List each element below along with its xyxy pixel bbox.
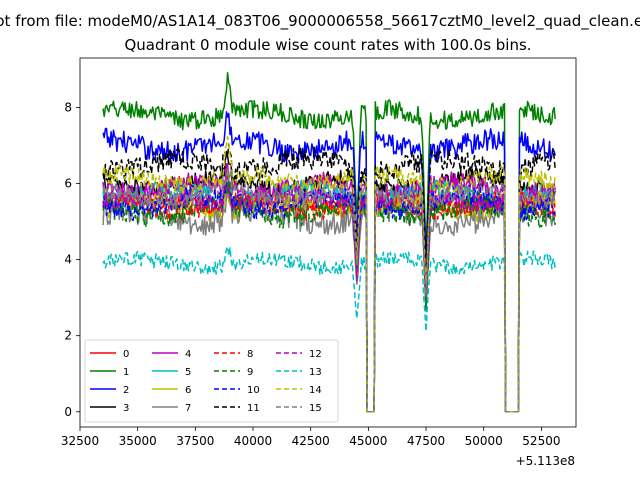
plot-series-group: [102, 72, 556, 413]
y-tick-label: 8: [64, 100, 72, 114]
x-tick-label: 50000: [465, 434, 503, 448]
series-line-10: [102, 181, 556, 413]
x-tick-label: 42500: [292, 434, 330, 448]
series-line-12: [102, 181, 556, 413]
x-tick-label: 52500: [522, 434, 560, 448]
legend-label-11: 11: [247, 403, 260, 414]
legend-label-0: 0: [123, 349, 129, 360]
x-offset-label: +5.113e8: [516, 454, 575, 468]
legend-label-7: 7: [185, 403, 191, 414]
series-line-1: [102, 72, 556, 413]
y-tick-label: 6: [64, 177, 72, 191]
legend-label-4: 4: [185, 349, 191, 360]
legend-label-6: 6: [185, 385, 191, 396]
y-tick-label: 2: [64, 329, 72, 343]
x-tick-label: 37500: [176, 434, 214, 448]
legend-label-13: 13: [309, 367, 322, 378]
legend-label-2: 2: [123, 385, 129, 396]
legend-label-12: 12: [309, 349, 322, 360]
x-tick-label: 40000: [234, 434, 272, 448]
series-line-9: [102, 180, 556, 413]
legend-label-14: 14: [309, 385, 322, 396]
series-line-13: [102, 245, 556, 413]
legend-label-9: 9: [247, 367, 253, 378]
series-line-15: [102, 168, 556, 413]
axes-frame: [79, 57, 577, 428]
legend-label-1: 1: [123, 367, 129, 378]
legend-label-10: 10: [247, 385, 260, 396]
legend-label-3: 3: [123, 403, 129, 414]
x-axis: 32500 35000 37500 40000 42500 45000 47500 50000…: [61, 427, 560, 448]
x-tick-label: 32500: [61, 434, 99, 448]
series-line-7: [102, 187, 556, 413]
y-tick-label: 0: [64, 405, 72, 419]
series-line-11: [102, 143, 556, 413]
y-tick-label: 4: [64, 253, 72, 267]
legend-box: [84, 339, 339, 423]
legend-label-8: 8: [247, 349, 253, 360]
x-tick-label: 45000: [349, 434, 387, 448]
figure-suptitle: Plot from file: modeM0/AS1A14_083T06_900…: [0, 12, 640, 31]
series-line-2: [102, 111, 556, 413]
y-axis: 0 2 4 6 8: [64, 100, 80, 419]
x-tick-label: 47500: [407, 434, 445, 448]
x-tick-label: 35000: [119, 434, 157, 448]
legend-label-5: 5: [185, 367, 191, 378]
series-line-14: [102, 135, 556, 413]
chart-title: Quadrant 0 module wise count rates with …: [124, 36, 531, 54]
legend-label-15: 15: [309, 403, 322, 414]
